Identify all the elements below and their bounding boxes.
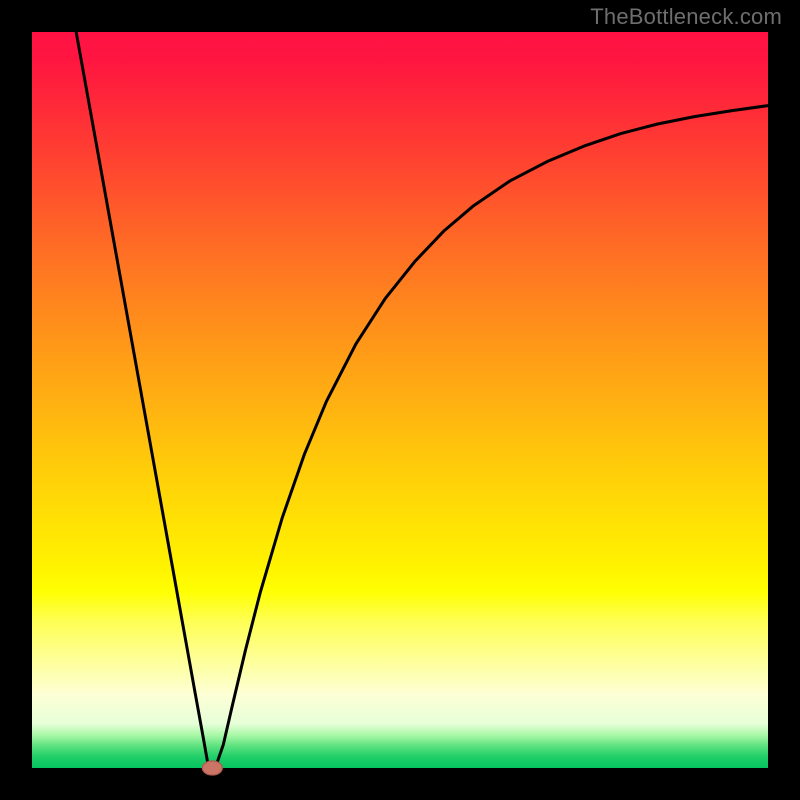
watermark-text: TheBottleneck.com	[590, 4, 782, 30]
bottleneck-curve	[76, 32, 768, 768]
chart-curve-layer	[0, 0, 800, 800]
minimum-marker	[202, 761, 222, 775]
